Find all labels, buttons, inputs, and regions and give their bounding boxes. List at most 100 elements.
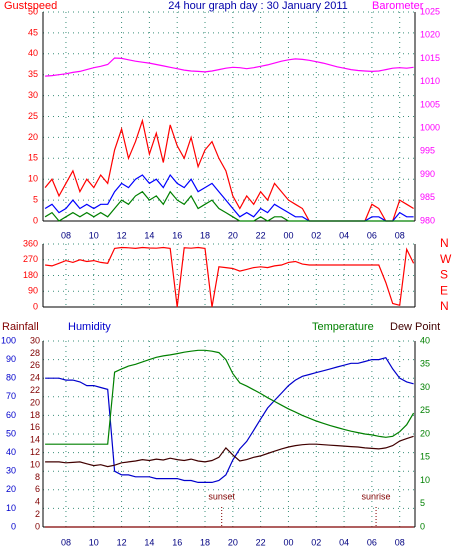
y2-tick-label: 1005 <box>420 99 440 109</box>
y2-tick-label: 25 <box>420 405 430 415</box>
y2-tick-label: E <box>440 283 448 297</box>
x-tick-label: 04 <box>339 537 349 547</box>
x-tick-label: 12 <box>117 230 127 240</box>
y2-tick-label: 1015 <box>420 53 440 63</box>
y2-tick-label: 30 <box>420 382 430 392</box>
y-tick-label: 50 <box>6 428 16 438</box>
x-tick-label: 16 <box>172 230 182 240</box>
y3-tick-label: 14 <box>30 435 40 445</box>
y2-tick-label: W <box>440 252 452 266</box>
y-tick-label: 0 <box>33 215 38 225</box>
y3-tick-label: 12 <box>30 447 40 457</box>
y2-tick-label: 995 <box>420 146 435 156</box>
x-tick-label: 02 <box>311 537 321 547</box>
y2-tick-label: 5 <box>420 498 425 508</box>
legend-dew-point: Dew Point <box>390 321 440 333</box>
y2-tick-label: S <box>440 268 448 282</box>
legend-temperature: Temperature <box>312 321 374 333</box>
x-tick-label: 22 <box>256 230 266 240</box>
y2-tick-label: 20 <box>420 428 430 438</box>
y3-tick-label: 22 <box>30 385 40 395</box>
x-tick-label: 12 <box>117 537 127 547</box>
x-tick-label: 08 <box>395 537 405 547</box>
y-tick-label: 20 <box>28 132 38 142</box>
y2-tick-label: 10 <box>420 475 430 485</box>
y-tick-label: 80 <box>6 373 16 383</box>
y2-tick-label: 985 <box>420 192 435 202</box>
y-tick-label: 25 <box>28 111 38 121</box>
series-line <box>45 349 415 445</box>
y-tick-label: 30 <box>28 90 38 100</box>
x-tick-label: 00 <box>283 537 293 547</box>
y-tick-label: 20 <box>6 484 16 494</box>
y3-tick-label: 6 <box>35 484 40 494</box>
y3-tick-label: 24 <box>30 373 40 383</box>
y-tick-label: 50 <box>28 6 38 16</box>
y2-tick-label: 1000 <box>420 122 440 132</box>
series-line <box>45 435 414 468</box>
y-tick-label: 40 <box>28 48 38 58</box>
y3-tick-label: 0 <box>35 521 40 531</box>
annotation-label: sunset <box>208 491 235 501</box>
y2-tick-label: 980 <box>420 215 435 225</box>
y2-tick-label: 990 <box>420 169 435 179</box>
y2-tick-label: 1020 <box>420 30 440 40</box>
chart-title: 24 hour graph day : 30 January 2011 <box>168 0 348 12</box>
x-tick-label: 18 <box>200 537 210 547</box>
y-tick-label: 0 <box>33 301 38 311</box>
legend-barometer: Barometer <box>372 0 424 12</box>
y2-tick-label: 35 <box>420 359 430 369</box>
series-line <box>44 190 414 222</box>
y3-tick-label: 20 <box>30 397 40 407</box>
y3-tick-label: 4 <box>35 497 40 507</box>
y-tick-label: 270 <box>23 254 38 264</box>
y-tick-label: 360 <box>23 238 38 248</box>
y-tick-label: 30 <box>6 466 16 476</box>
y3-tick-label: 30 <box>30 335 40 345</box>
y3-tick-label: 18 <box>30 410 40 420</box>
y2-tick-label: 1010 <box>420 76 440 86</box>
legend-gust: Gustspeed <box>4 0 57 12</box>
legend-humidity: Humidity <box>68 321 111 333</box>
x-tick-label: 02 <box>311 230 321 240</box>
x-tick-label: 10 <box>89 230 99 240</box>
legend-rainfall: Rainfall <box>2 321 39 333</box>
x-tick-label: 06 <box>367 537 377 547</box>
x-tick-label: 06 <box>367 230 377 240</box>
x-tick-label: 08 <box>61 537 71 547</box>
x-tick-label: 00 <box>283 230 293 240</box>
series-line <box>45 357 414 483</box>
y3-tick-label: 8 <box>35 472 40 482</box>
y-tick-label: 5 <box>33 194 38 204</box>
y3-tick-label: 2 <box>35 509 40 519</box>
annotation-label: sunrise <box>362 491 391 501</box>
y2-tick-label: N <box>440 236 449 250</box>
y2-tick-label: 0 <box>420 521 425 531</box>
y-tick-label: 90 <box>6 354 16 364</box>
y-tick-label: 35 <box>28 69 38 79</box>
y-tick-label: 70 <box>6 391 16 401</box>
y-tick-label: 90 <box>28 286 38 296</box>
x-tick-label: 22 <box>256 537 266 547</box>
x-tick-label: 16 <box>172 537 182 547</box>
y2-tick-label: 15 <box>420 452 430 462</box>
y2-tick-label: 1025 <box>420 6 440 16</box>
x-tick-label: 08 <box>395 230 405 240</box>
y-tick-label: 60 <box>6 410 16 420</box>
series-line <box>45 57 414 77</box>
y-tick-label: 45 <box>28 27 38 37</box>
y3-tick-label: 16 <box>30 422 40 432</box>
x-tick-label: 08 <box>61 230 71 240</box>
y3-tick-label: 28 <box>30 348 40 358</box>
y2-tick-label: 40 <box>420 335 430 345</box>
x-tick-label: 14 <box>144 537 154 547</box>
y-tick-label: 10 <box>28 174 38 184</box>
x-tick-label: 18 <box>200 230 210 240</box>
y3-tick-label: 26 <box>30 360 40 370</box>
y-tick-label: 180 <box>23 270 38 280</box>
x-tick-label: 04 <box>339 230 349 240</box>
y2-tick-label: N <box>440 299 449 313</box>
series-line <box>45 246 415 308</box>
y-tick-label: 15 <box>28 153 38 163</box>
